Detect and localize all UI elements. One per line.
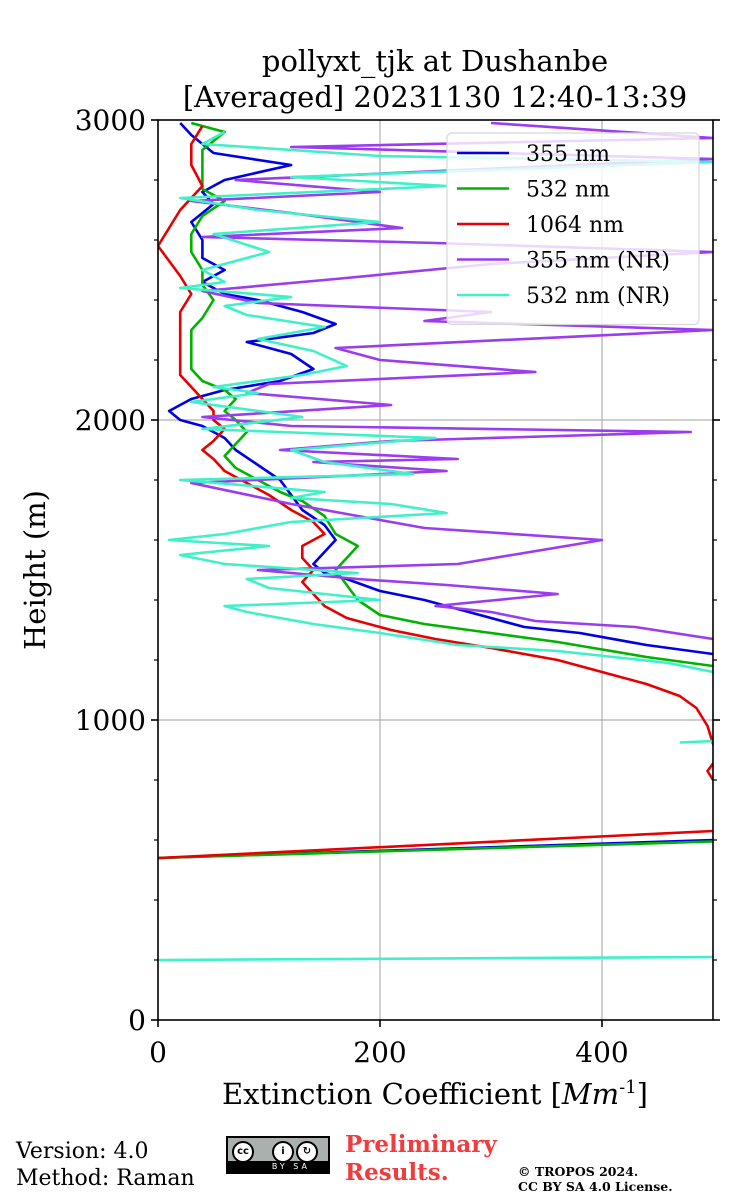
x-axis-label: Extinction Coefficient [Mm-1] bbox=[222, 1077, 648, 1111]
legend: 355 nm 532 nm 1064 nm 355 nm (NR) 532 nm (NR… bbox=[446, 132, 700, 326]
version-text: Version: 4.0 bbox=[16, 1139, 149, 1164]
y-tick-label: 1000 bbox=[75, 704, 146, 737]
cc-icon: cc bbox=[232, 1141, 254, 1163]
x-tick-label: 0 bbox=[149, 1036, 167, 1069]
y-tick-label: 2000 bbox=[75, 404, 146, 437]
series-line-3 bbox=[190, 121, 713, 641]
y-axis-label: Height (m) bbox=[18, 490, 52, 650]
method-text: Method: Raman bbox=[16, 1166, 195, 1191]
legend-entry-label: 355 nm (NR) bbox=[526, 249, 670, 274]
legend-entry-label: 1064 nm bbox=[526, 213, 624, 238]
x-tick-label: 400 bbox=[575, 1036, 628, 1069]
legend-box bbox=[446, 132, 700, 326]
x-axis-label-exp: -1 bbox=[619, 1077, 637, 1098]
preliminary-notice: Preliminary Results. bbox=[345, 1131, 497, 1187]
y-tick-label: 0 bbox=[128, 1004, 146, 1037]
series-line-5 bbox=[679, 739, 713, 744]
badge-strip bbox=[228, 1161, 328, 1172]
series-line-2 bbox=[158, 125, 713, 860]
copyright-line-1: © TROPOS 2024. bbox=[518, 1164, 639, 1179]
x-axis-label-unit: Mm bbox=[561, 1077, 619, 1111]
x-tick-label: 200 bbox=[353, 1036, 406, 1069]
extinction-chart: pollyxt_tjk at Dushanbe [Averaged] 20231… bbox=[18, 44, 720, 1111]
cc-license-badge: cc i ↻ BY SA bbox=[226, 1136, 330, 1174]
axis-ticks: 0 200 400 0 1000 2000 3000 bbox=[75, 104, 720, 1069]
footer-info: Version: 4.0 Method: Raman bbox=[16, 1138, 195, 1192]
preliminary-line-2: Results. bbox=[345, 1159, 449, 1186]
x-axis-label-close: ] bbox=[637, 1077, 648, 1111]
legend-entry-label: 355 nm bbox=[526, 142, 610, 167]
chart-title: pollyxt_tjk at Dushanbe bbox=[262, 44, 608, 79]
badge-by-sa-icon: BY SA bbox=[271, 1162, 310, 1171]
plot-frame bbox=[157, 119, 714, 1021]
x-axis-label-text: Extinction Coefficient [ bbox=[222, 1077, 562, 1111]
y-tick-label: 3000 bbox=[75, 104, 146, 137]
copyright-notice: © TROPOS 2024. CC BY SA 4.0 License. bbox=[518, 1164, 673, 1194]
copyright-line-2: CC BY SA 4.0 License. bbox=[518, 1179, 673, 1194]
chart-subtitle: [Averaged] 20231130 12:40-13:39 bbox=[183, 80, 687, 114]
attribution-icon: i bbox=[272, 1141, 294, 1163]
share-alike-icon: ↻ bbox=[296, 1141, 318, 1163]
series-line-4 bbox=[158, 130, 713, 962]
legend-entry-label: 532 nm (NR) bbox=[526, 284, 670, 309]
series-layer bbox=[158, 121, 713, 962]
preliminary-line-1: Preliminary bbox=[345, 1131, 497, 1158]
legend-entry-label: 532 nm bbox=[526, 178, 610, 203]
